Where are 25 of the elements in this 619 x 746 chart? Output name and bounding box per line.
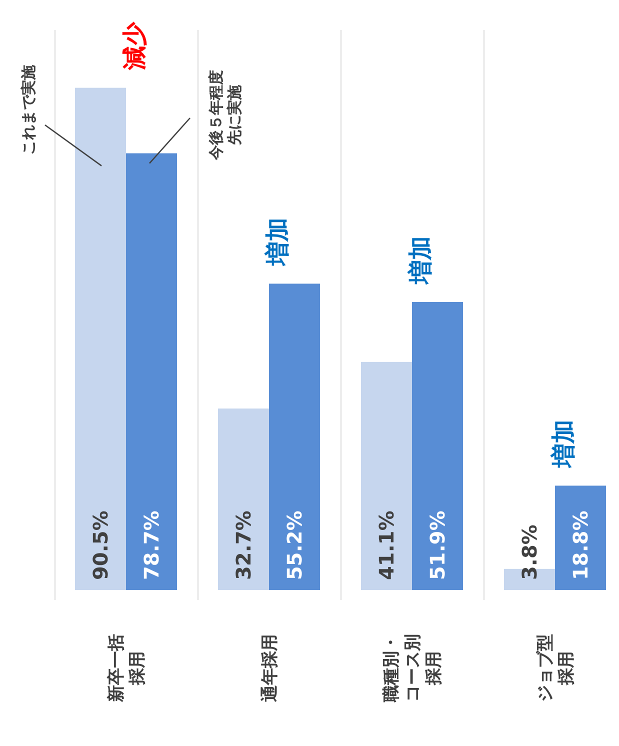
text: 減少 bbox=[120, 20, 148, 71]
text: これまで実施 bbox=[19, 64, 38, 155]
x-tick-label: ジョブ型採用 bbox=[535, 634, 577, 702]
bar bbox=[269, 284, 320, 590]
bar bbox=[126, 153, 177, 590]
data-label: 32.7% bbox=[232, 510, 256, 580]
data-label: 90.5% bbox=[88, 510, 112, 580]
data-label: 41.1% bbox=[374, 510, 398, 580]
x-tick-label: 職種別・コース別採用 bbox=[382, 634, 444, 703]
data-label: 78.7% bbox=[140, 510, 164, 580]
data-label: 51.9% bbox=[426, 510, 450, 580]
annotation: 増加 bbox=[406, 236, 434, 285]
data-label: 3.8% bbox=[518, 524, 542, 580]
text: 今後５年程度先に実施 bbox=[206, 70, 244, 161]
bar bbox=[75, 88, 126, 590]
bar bbox=[361, 362, 412, 590]
bar bbox=[555, 486, 606, 590]
x-tick-label: 新卒一括採用 bbox=[106, 634, 148, 703]
annotation: 増加 bbox=[263, 218, 292, 267]
data-label: 55.2% bbox=[282, 510, 306, 580]
bar bbox=[218, 408, 269, 590]
x-tick-label: 通年採用 bbox=[260, 634, 280, 703]
annotation: 増加 bbox=[549, 420, 578, 469]
data-label: 18.8% bbox=[568, 510, 592, 580]
bar bbox=[412, 302, 463, 590]
